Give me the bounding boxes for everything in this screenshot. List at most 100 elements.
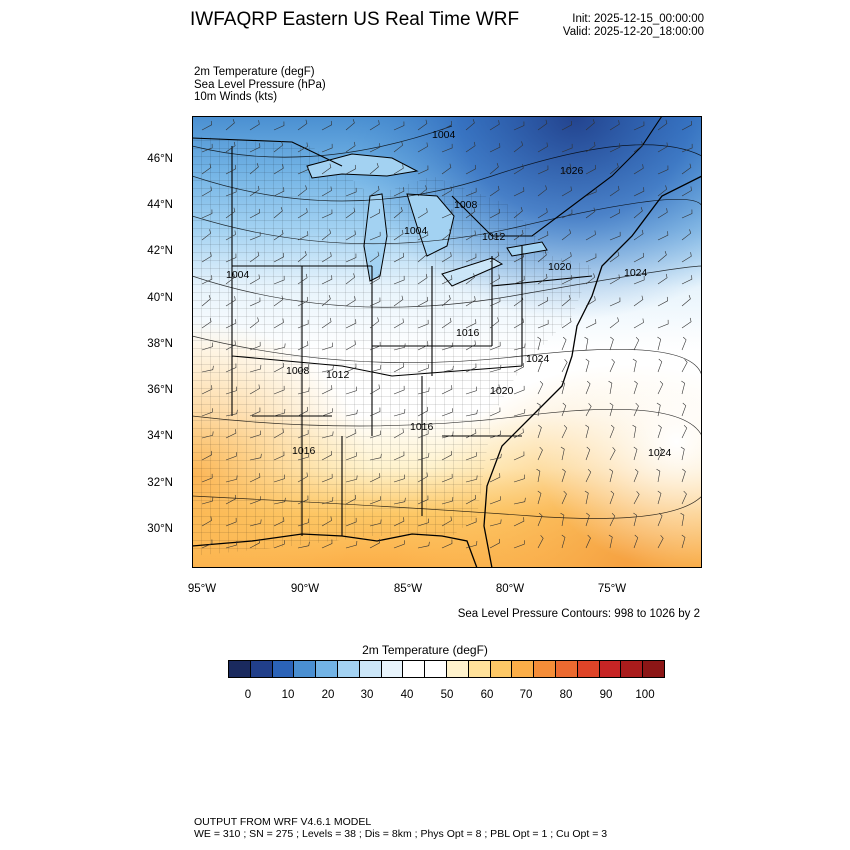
wind-barb — [560, 446, 565, 461]
footer-model: OUTPUT FROM WRF V4.6.1 MODEL — [194, 816, 372, 828]
wind-barb — [489, 185, 500, 197]
wind-barb — [585, 403, 592, 417]
wind-barb — [441, 143, 453, 153]
wind-barb — [225, 296, 236, 307]
wind-barb — [273, 451, 285, 461]
wind-barb — [609, 490, 615, 505]
wind-barb — [321, 209, 333, 219]
colorbar-swatch — [554, 661, 577, 677]
wind-barb — [609, 208, 621, 219]
wind-barb — [201, 473, 213, 483]
wind-barb — [441, 317, 452, 329]
wind-barb — [465, 409, 478, 417]
wind-barb — [585, 119, 595, 131]
wind-barb — [489, 538, 501, 549]
wind-barb — [585, 273, 596, 285]
wind-barb — [321, 275, 333, 285]
lon-label: 90°W — [290, 583, 320, 595]
wind-barb — [225, 340, 236, 351]
wind-barb — [297, 119, 308, 131]
weather-map: 1004 1026 1008 1004 1012 1020 1024 1004 … — [192, 116, 702, 568]
wind-barb — [465, 273, 476, 285]
wind-barb — [585, 187, 597, 197]
wind-barb — [561, 359, 568, 373]
wind-barb — [297, 364, 309, 373]
wind-barb — [585, 253, 597, 263]
wind-barb — [633, 229, 644, 241]
isobar-label: 1024 — [648, 447, 672, 459]
wind-barb — [513, 540, 525, 549]
coastline — [192, 175, 702, 568]
colorbar-tick: 70 — [519, 689, 533, 701]
wind-barb — [345, 340, 356, 351]
wind-barb — [513, 451, 525, 461]
wind-barb — [609, 163, 619, 175]
variable-pressure: Sea Level Pressure (hPa) — [194, 78, 326, 91]
wind-barb — [513, 164, 524, 175]
lat-label: 40°N — [147, 292, 173, 304]
wind-barb — [393, 428, 404, 439]
wind-barb — [297, 406, 309, 417]
wind-barb — [657, 336, 662, 351]
isobar-label: 1004 — [432, 129, 456, 141]
wind-barb — [561, 534, 566, 549]
wind-barb — [537, 119, 548, 131]
wind-barb — [537, 358, 543, 373]
wind-barb — [297, 296, 309, 307]
wind-barb — [225, 253, 237, 263]
colorbar-tick: 30 — [360, 689, 374, 701]
wind-barb — [369, 231, 381, 241]
wind-barb — [489, 341, 501, 351]
wind-barbs — [201, 119, 693, 549]
wind-barb — [633, 491, 640, 505]
wind-barb — [201, 365, 214, 373]
lat-label: 36°N — [147, 384, 173, 396]
wind-barb — [513, 343, 526, 351]
wind-barb — [609, 297, 621, 307]
wind-barb — [537, 512, 543, 527]
wind-barb — [297, 495, 309, 505]
wind-barb — [489, 407, 501, 417]
wind-barb — [561, 163, 572, 175]
footer-config: WE = 310 ; SN = 275 ; Levels = 38 ; Dis … — [194, 828, 608, 840]
wind-barb — [633, 318, 644, 329]
wind-barb — [201, 163, 212, 175]
wind-barb — [489, 143, 501, 153]
wind-barb — [536, 402, 541, 417]
wind-barb — [369, 341, 381, 351]
wind-barb — [393, 252, 405, 263]
colorbar-swatch — [293, 661, 316, 677]
wind-barb — [225, 386, 237, 395]
lon-label: 75°W — [597, 583, 627, 595]
wind-barb — [513, 385, 525, 395]
wind-barb — [345, 164, 357, 175]
wind-barb — [393, 497, 406, 505]
wind-barb — [513, 121, 525, 131]
wind-barb — [273, 540, 285, 549]
wind-barb — [681, 143, 693, 153]
isobar-label: 1008 — [454, 199, 478, 211]
wind-barb — [657, 231, 669, 241]
wind-barb — [273, 318, 284, 329]
wind-barb — [465, 119, 475, 131]
wind-barb — [249, 430, 261, 439]
wind-barb — [465, 319, 477, 329]
wind-barb — [345, 296, 356, 307]
wind-barb — [633, 121, 645, 131]
lon-label: 80°W — [495, 583, 525, 595]
wind-barb — [537, 446, 543, 461]
lake-superior — [306, 153, 419, 179]
wind-barb — [489, 251, 500, 263]
wind-barb — [297, 387, 310, 395]
wind-barb — [321, 120, 333, 131]
wind-barb — [465, 475, 478, 483]
wind-barb — [273, 229, 284, 241]
wind-barb — [393, 540, 405, 549]
colorbar-swatch — [271, 661, 294, 677]
wind-barb — [321, 496, 334, 505]
wind-barb — [513, 497, 526, 505]
wind-barb — [681, 163, 692, 175]
model-footer: OUTPUT FROM WRF V4.6.1 MODEL WE = 310 ; … — [194, 816, 607, 840]
wind-barb — [345, 429, 357, 439]
wind-barb — [345, 141, 356, 153]
